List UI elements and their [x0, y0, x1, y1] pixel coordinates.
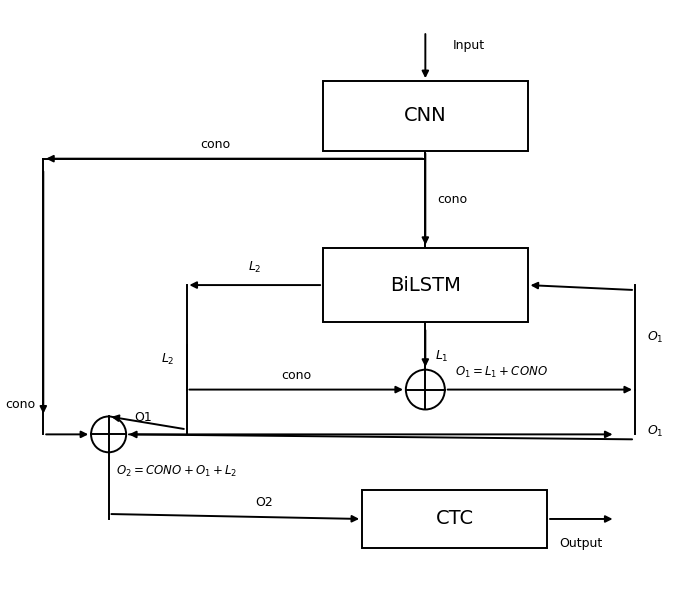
Text: Input: Input [453, 39, 485, 52]
Text: CNN: CNN [404, 106, 447, 125]
Text: $O_1 = L_1 + CONO$: $O_1 = L_1 + CONO$ [455, 365, 547, 380]
Text: $L_2$: $L_2$ [161, 352, 175, 367]
Text: $O_2 = CONO+O_1+L_2$: $O_2 = CONO+O_1+L_2$ [116, 464, 238, 479]
Text: $L_2$: $L_2$ [248, 260, 262, 275]
Text: $L_1$: $L_1$ [435, 349, 449, 364]
Text: $O_1$: $O_1$ [647, 330, 663, 345]
Text: cono: cono [281, 368, 311, 382]
Text: Output: Output [560, 537, 603, 550]
Bar [323, 248, 527, 322]
Text: cono: cono [5, 398, 36, 411]
Text: cono: cono [200, 137, 230, 151]
Bar [362, 490, 547, 548]
Text: $O_1$: $O_1$ [647, 424, 663, 439]
Text: O1: O1 [134, 412, 151, 424]
Text: cono: cono [437, 193, 467, 206]
Text: O2: O2 [256, 496, 273, 509]
Bar [323, 81, 527, 151]
Text: BiLSTM: BiLSTM [390, 275, 461, 295]
Text: CTC: CTC [436, 509, 473, 529]
